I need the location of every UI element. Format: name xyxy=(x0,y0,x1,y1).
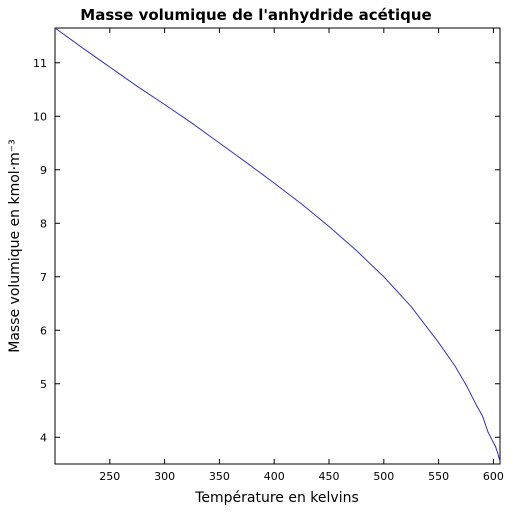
y-tick-label: 4 xyxy=(40,431,47,444)
y-tick-label: 11 xyxy=(33,57,47,70)
y-tick-label: 10 xyxy=(33,110,47,123)
series-line xyxy=(54,27,501,462)
x-tick-label: 250 xyxy=(99,470,120,483)
chart-title: Masse volumique de l'anhydride acétique xyxy=(80,6,431,24)
x-tick-label: 450 xyxy=(319,470,340,483)
x-tick-label: 400 xyxy=(264,470,285,483)
plot-area xyxy=(54,27,501,465)
x-tick-label: 300 xyxy=(154,470,175,483)
x-tick-label: 500 xyxy=(373,470,394,483)
x-axis-label: Température en kelvins xyxy=(194,490,359,506)
y-tick-label: 7 xyxy=(40,271,47,284)
y-tick-label: 9 xyxy=(40,164,47,177)
y-tick-label: 6 xyxy=(40,324,47,337)
axis-ticks: 250 300 350 400 450 500 550 600 4 5 6 7 8 9 10 11 xyxy=(33,28,504,483)
y-tick-label: 5 xyxy=(40,378,47,391)
y-tick-label: 8 xyxy=(40,217,47,230)
y-axis-label: Masse volumique en kmol·m⁻³ xyxy=(7,139,23,353)
data-series xyxy=(54,27,501,462)
x-tick-label: 350 xyxy=(209,470,230,483)
x-tick-label: 600 xyxy=(483,470,504,483)
x-tick-label: 550 xyxy=(428,470,449,483)
